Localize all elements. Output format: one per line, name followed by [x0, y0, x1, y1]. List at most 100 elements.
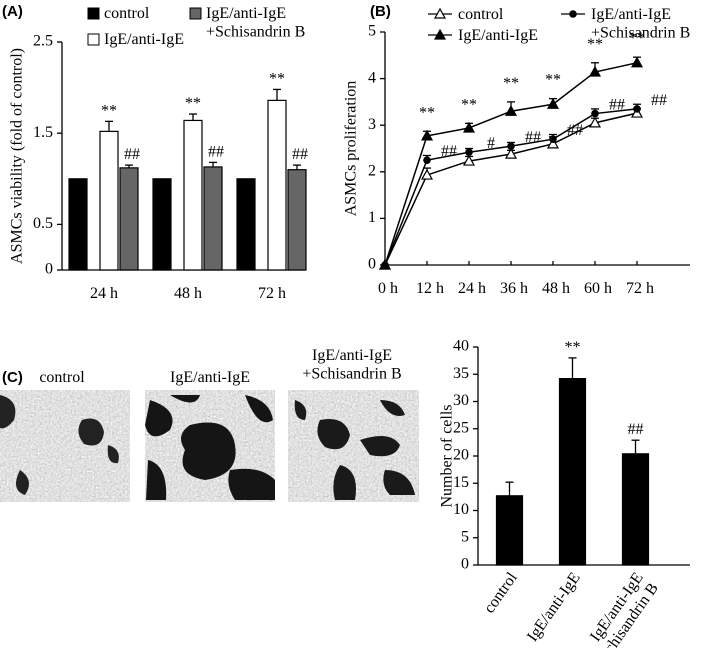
y-tick-label: 15: [453, 474, 469, 491]
bar: [183, 119, 203, 271]
bar: [287, 169, 307, 271]
significance: ##: [609, 97, 625, 114]
x-tick-label: 24 h: [458, 280, 486, 297]
x-tick-label: 48 h: [542, 280, 570, 297]
marker: [588, 116, 602, 128]
marker: [546, 137, 560, 149]
marker: [465, 148, 473, 157]
marker: [569, 10, 577, 18]
error-bar: [209, 161, 217, 167]
marker: [381, 261, 389, 269]
marker: [588, 65, 602, 77]
y-axis-label: ASMCs proliferation: [343, 81, 360, 217]
significance: **: [629, 30, 645, 47]
legend-label: IgE/anti-IgE +Schisandrin B: [206, 5, 305, 40]
bar: [267, 99, 287, 271]
y-tick-label: 0.5: [33, 215, 53, 232]
x-tick-label: IgE/anti-IgE: [524, 570, 584, 645]
significance: ##: [525, 129, 541, 146]
x-tick-label: control: [481, 569, 521, 616]
significance: **: [503, 75, 519, 92]
significance: **: [587, 36, 603, 53]
marker: [504, 147, 518, 159]
marker: [433, 28, 447, 40]
marker: [591, 109, 599, 118]
significance: #: [487, 135, 495, 152]
significance: **: [101, 102, 117, 119]
marker: [549, 135, 557, 143]
x-tick-label: 72 h: [626, 280, 654, 297]
y-tick-label: 5: [461, 528, 469, 545]
error-bar: [189, 113, 197, 121]
legend-label: IgE/anti-IgE: [458, 27, 538, 44]
error-bar: [273, 88, 281, 101]
bar: [152, 178, 172, 271]
significance: ##: [292, 146, 308, 163]
significance: **: [565, 339, 581, 356]
legend-swatch: [87, 33, 100, 46]
line: [384, 108, 638, 266]
marker: [423, 156, 431, 164]
bar: [203, 166, 223, 271]
micrograph: [145, 390, 275, 502]
micrograph: [0, 390, 130, 502]
error-bar: [293, 164, 301, 170]
significance: ##: [441, 143, 457, 160]
marker: [546, 97, 560, 109]
legend-swatch: [189, 7, 202, 20]
panel-label: (A): [2, 3, 23, 20]
y-tick-label: 30: [453, 392, 469, 409]
y-tick-label: 1.5: [33, 124, 53, 141]
panel-label: (C): [2, 369, 23, 386]
significance: ##: [567, 122, 583, 139]
x-tick-label: 36 h: [500, 280, 528, 297]
significance: **: [419, 104, 435, 121]
y-tick-label: 35: [453, 365, 469, 382]
error-bar: [105, 120, 113, 132]
legend-label: control: [458, 6, 504, 23]
y-tick-label: 25: [453, 419, 469, 436]
micrograph-label: IgE/anti-IgE +Schisandrin B: [302, 347, 401, 382]
chart: (A) ASMCs viability (fold of control) 0 0.5…: [2, 3, 308, 302]
chart: (B) ASMCs proliferation 0 1 2 3 4 5 0 h 12 h 24 h 3…: [343, 3, 691, 297]
x-tick-label: 72 h: [258, 285, 286, 302]
y-tick-label: 3: [368, 116, 376, 133]
line: [384, 62, 638, 266]
marker: [507, 142, 515, 150]
error-bar: [631, 439, 640, 454]
significance: **: [545, 72, 561, 89]
y-tick-label: 0: [45, 261, 53, 278]
bar: [558, 378, 587, 566]
bar: [119, 167, 139, 271]
significance: **: [269, 70, 285, 87]
marker: [420, 168, 434, 180]
x-tick-label: IgE/anti-IgE+Schisandrin B: [576, 570, 662, 648]
marker: [633, 105, 641, 113]
bar: [236, 178, 256, 271]
y-tick-label: 5: [368, 23, 376, 40]
y-tick-label: 10: [453, 501, 469, 518]
legend-label: IgE/anti-IgE +Schisandrin B: [591, 6, 690, 41]
bar: [621, 453, 650, 566]
y-tick-label: 2.5: [33, 33, 53, 50]
x-tick-label: 0 h: [378, 280, 398, 297]
marker: [433, 7, 447, 19]
micrograph-label: IgE/anti-IgE: [170, 369, 250, 386]
legend-swatch: [87, 7, 100, 20]
significance: **: [185, 95, 201, 112]
marker: [630, 56, 644, 68]
micrograph-label: control: [39, 369, 85, 386]
significance: ##: [651, 92, 667, 109]
y-tick-label: 40: [453, 338, 469, 355]
marker: [420, 129, 434, 141]
y-tick-label: 4: [368, 69, 376, 86]
significance: ##: [124, 146, 140, 163]
x-tick-label: 60 h: [584, 280, 612, 297]
marker: [504, 104, 518, 116]
y-tick-label: 0: [461, 556, 469, 573]
significance: **: [461, 96, 477, 113]
error-bar: [568, 357, 577, 379]
bar: [495, 495, 524, 566]
